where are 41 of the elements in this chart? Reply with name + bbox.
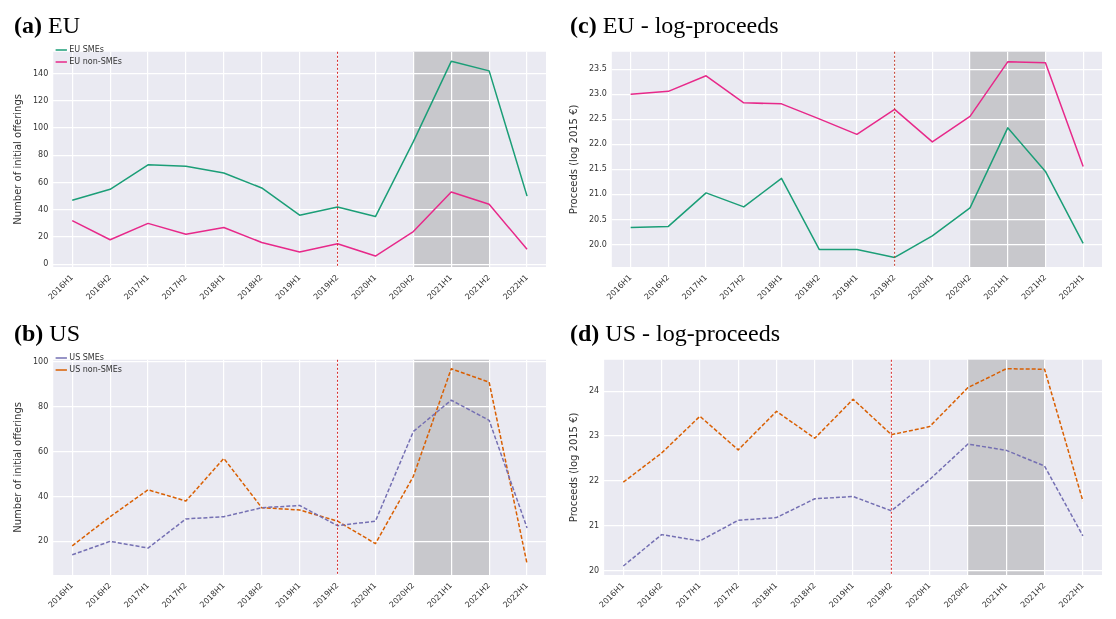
y-axis-title: Number of initial offerings bbox=[11, 401, 23, 533]
y-tick-label: 60 bbox=[38, 177, 49, 187]
y-tick-label: 80 bbox=[38, 150, 49, 160]
y-tick-label: 20.0 bbox=[589, 239, 607, 249]
y-tick-label: 20 bbox=[38, 232, 49, 242]
y-axis-title: Proceeds (log 2015 €) bbox=[567, 412, 579, 523]
y-tick-label: 22.0 bbox=[589, 139, 607, 149]
legend-label: US non-SMEs bbox=[69, 365, 122, 375]
y-tick-label: 21.5 bbox=[589, 164, 607, 174]
y-tick-label: 22 bbox=[588, 475, 600, 485]
legend-label: EU SMEs bbox=[69, 45, 104, 55]
chart-title: (b) US bbox=[14, 320, 81, 346]
legend-label: EU non-SMEs bbox=[69, 57, 122, 67]
y-axis-title: Number of initial offerings bbox=[11, 93, 23, 225]
chart-title: (d) US - log-proceeds bbox=[570, 320, 780, 346]
y-tick-label: 21 bbox=[588, 520, 600, 530]
chart-title: (c) EU - log-proceeds bbox=[570, 12, 779, 38]
y-tick-label: 20.5 bbox=[589, 214, 607, 224]
y-tick-label: 0 bbox=[43, 259, 49, 269]
y-tick-label: 22.5 bbox=[589, 114, 607, 124]
y-tick-label: 40 bbox=[38, 491, 49, 501]
y-tick-label: 23.5 bbox=[589, 64, 607, 74]
y-tick-label: 40 bbox=[38, 204, 49, 214]
y-tick-label: 60 bbox=[38, 446, 49, 456]
y-tick-label: 24 bbox=[588, 386, 600, 396]
legend-label: US SMEs bbox=[69, 353, 104, 363]
chart-title: (a) EU bbox=[14, 12, 80, 38]
y-axis-title: Proceeds (log 2015 €) bbox=[567, 104, 579, 215]
y-tick-label: 23.0 bbox=[589, 89, 607, 99]
y-tick-label: 120 bbox=[32, 95, 49, 105]
y-tick-label: 20 bbox=[38, 536, 49, 546]
y-tick-label: 100 bbox=[32, 357, 49, 367]
y-tick-label: 23 bbox=[588, 431, 600, 441]
y-tick-label: 20 bbox=[588, 565, 600, 575]
y-tick-label: 140 bbox=[32, 68, 49, 78]
y-tick-label: 21.0 bbox=[589, 189, 607, 199]
line-series bbox=[622, 443, 1084, 567]
y-tick-label: 100 bbox=[32, 123, 49, 133]
line-series bbox=[71, 399, 528, 556]
y-tick-label: 80 bbox=[38, 401, 49, 411]
line-series bbox=[622, 368, 1084, 502]
